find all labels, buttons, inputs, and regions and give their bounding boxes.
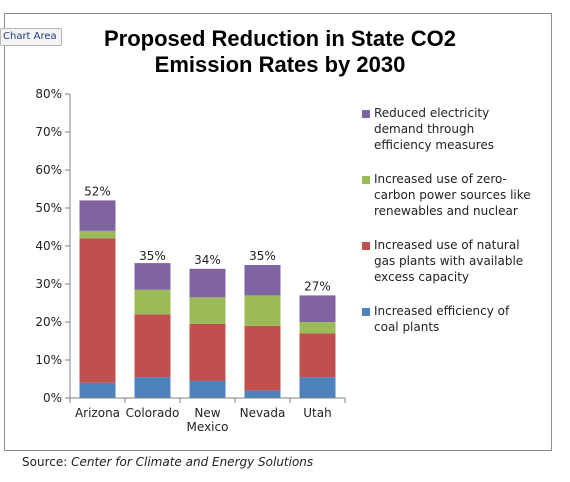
bar-total-label: 35% bbox=[139, 249, 166, 263]
source-label: Source: bbox=[22, 455, 68, 469]
y-tick-label: 0% bbox=[43, 391, 62, 405]
bar-segment bbox=[299, 295, 336, 322]
x-tick-label: Arizona bbox=[75, 406, 120, 420]
x-tick-label: Colorado bbox=[126, 406, 180, 420]
bar-total-label: 52% bbox=[84, 184, 111, 198]
bar-segment bbox=[299, 333, 336, 378]
bar-segment bbox=[79, 238, 116, 383]
bar-segment bbox=[189, 380, 226, 398]
x-tick-label: New bbox=[194, 406, 220, 420]
bar-segment bbox=[134, 263, 171, 290]
y-tick-label: 80% bbox=[35, 87, 62, 101]
bar-segment bbox=[189, 268, 226, 298]
chart-area-tooltip: Chart Area bbox=[0, 28, 62, 46]
legend-label: Increased use of natural gas plants with… bbox=[374, 238, 524, 284]
bar-segment bbox=[79, 382, 116, 398]
x-tick-label: Nevada bbox=[240, 406, 286, 420]
legend-label: Increased use of zero- carbon power sour… bbox=[374, 172, 531, 218]
y-tick-label: 50% bbox=[35, 201, 62, 215]
bar-segment bbox=[134, 377, 171, 398]
y-tick-label: 20% bbox=[35, 315, 62, 329]
y-tick-label: 70% bbox=[35, 125, 62, 139]
source-name: Center for Climate and Energy Solutions bbox=[71, 455, 314, 469]
x-tick-label: Utah bbox=[303, 406, 331, 420]
bar-total-label: 34% bbox=[194, 253, 221, 267]
y-tick-label: 30% bbox=[35, 277, 62, 291]
source-note: Source: Center for Climate and Energy So… bbox=[22, 455, 313, 469]
legend-swatch-green bbox=[362, 176, 370, 184]
legend-label: Reduced electricity demand through effic… bbox=[374, 106, 495, 152]
y-tick-label: 10% bbox=[35, 353, 62, 367]
legend-swatch-purple bbox=[362, 110, 370, 118]
bar-segment bbox=[244, 390, 281, 398]
bar-segment bbox=[189, 323, 226, 381]
y-tick-label: 40% bbox=[35, 239, 62, 253]
chart-title-line-1: Proposed Reduction in State CO2 bbox=[103, 26, 457, 51]
bar-total-label: 35% bbox=[249, 249, 276, 263]
x-tick-label: Mexico bbox=[187, 420, 229, 434]
bar-segment bbox=[244, 265, 281, 296]
bar-segment bbox=[134, 314, 171, 378]
bar-segment bbox=[189, 297, 226, 324]
legend-swatch-blue bbox=[362, 308, 370, 316]
y-tick-label: 60% bbox=[35, 163, 62, 177]
chart-title-line-2: Emission Rates by 2030 bbox=[154, 52, 406, 77]
legend-label: Increased efficiency of coal plants bbox=[374, 304, 510, 334]
bar-segment bbox=[299, 377, 336, 398]
bar-segment bbox=[79, 230, 116, 239]
bar-segment bbox=[79, 200, 116, 231]
bar-segment bbox=[244, 325, 281, 391]
bar-segment bbox=[134, 289, 171, 315]
bar-total-label: 27% bbox=[304, 279, 331, 293]
legend-swatch-red bbox=[362, 242, 370, 250]
bar-segment bbox=[244, 295, 281, 326]
bar-segment bbox=[299, 322, 336, 334]
